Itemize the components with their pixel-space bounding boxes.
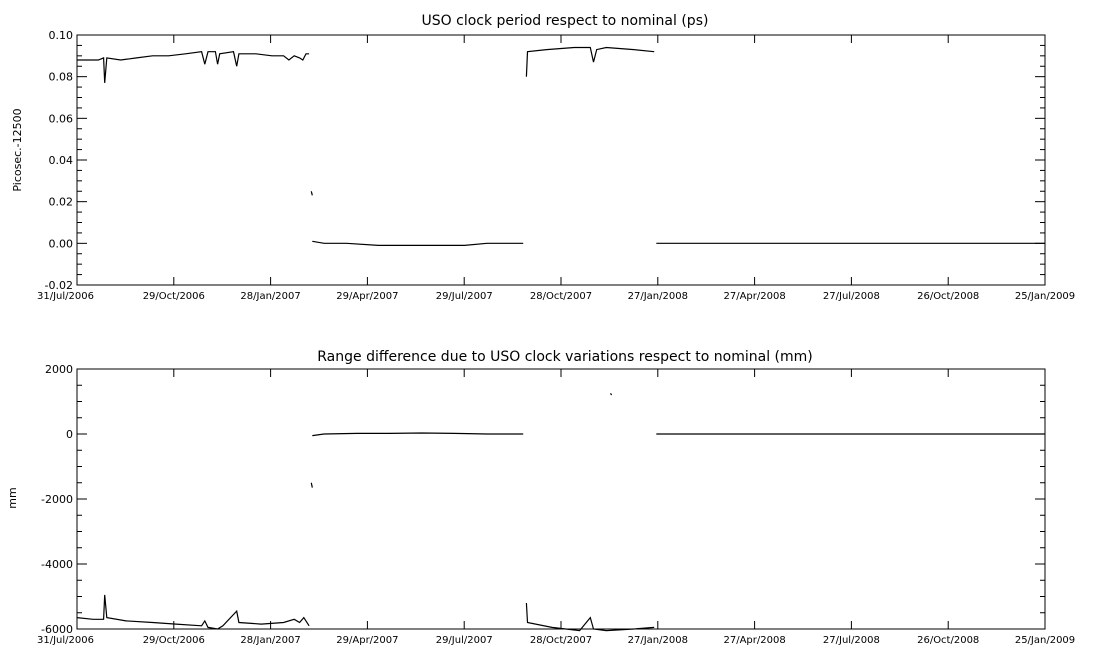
chart-2-series	[76, 393, 1045, 632]
chart-2-y-axis: -6000 -4000 -2000 0 2000	[41, 363, 1045, 636]
y-tick-label: 0.00	[49, 237, 74, 250]
x-tick-label: 31/Jul/2006	[37, 635, 94, 646]
series-line-segment	[312, 240, 524, 246]
y-tick-label: 2000	[45, 363, 73, 376]
x-tick-label: 27/Jan/2008	[628, 635, 688, 646]
series-line-segment	[525, 602, 655, 632]
x-tick-label: 27/Apr/2008	[723, 635, 785, 646]
chart-panel-2: Range difference due to USO clock variat…	[6, 349, 1075, 646]
x-tick-label: 28/Jan/2007	[240, 291, 300, 302]
x-tick-label: 26/Oct/2008	[917, 291, 979, 302]
series-line-segment	[310, 191, 313, 196]
x-tick-label: 25/Jan/2009	[1015, 635, 1075, 646]
x-tick-label: 27/Jul/2008	[823, 635, 880, 646]
series-line-segment	[77, 51, 310, 83]
x-tick-label: 29/Oct/2006	[143, 291, 205, 302]
series-line-segment	[525, 46, 655, 77]
chart-1-series	[77, 46, 1045, 246]
chart-2-ylabel: mm	[6, 487, 19, 508]
x-tick-label: 26/Oct/2008	[917, 635, 979, 646]
y-tick-label: 0	[66, 428, 73, 441]
chart-2-plot-frame	[76, 368, 1046, 630]
x-tick-label: 29/Oct/2006	[143, 635, 205, 646]
x-tick-label: 28/Jan/2007	[240, 635, 300, 646]
chart-1-title: USO clock period respect to nominal (ps)	[422, 13, 709, 29]
x-tick-label: 27/Jul/2008	[823, 291, 880, 302]
chart-2-title: Range difference due to USO clock variat…	[317, 349, 813, 365]
x-tick-label: 29/Apr/2007	[336, 291, 398, 302]
chart-1-y-axis: -0.02 0.00 0.02 0.04 0.06 0.08 0.10	[45, 29, 1045, 292]
x-tick-label: 27/Apr/2008	[723, 291, 785, 302]
series-line-segment	[610, 393, 613, 396]
x-tick-label: 29/Apr/2007	[336, 635, 398, 646]
y-tick-label: 0.02	[49, 196, 74, 209]
x-tick-label: 28/Oct/2007	[530, 635, 592, 646]
x-tick-label: 29/Jul/2007	[436, 635, 493, 646]
y-tick-label: 0.04	[49, 154, 74, 167]
chart-1-x-axis: 31/Jul/2006 29/Oct/2006 28/Jan/2007 29/Apr/…	[37, 35, 1075, 302]
chart-1-ylabel: Picosec.-12500	[11, 108, 24, 191]
y-tick-label: 0.08	[49, 71, 74, 84]
x-tick-label: 31/Jul/2006	[37, 291, 94, 302]
chart-2-x-axis: 31/Jul/2006 29/Oct/2006 28/Jan/2007 29/Apr/…	[37, 369, 1075, 646]
y-tick-label: -6000	[41, 623, 73, 636]
chart-1-plot-frame	[76, 34, 1046, 286]
series-line-segment	[312, 432, 524, 437]
x-tick-label: 28/Oct/2007	[530, 291, 592, 302]
series-line-segment	[310, 482, 313, 488]
y-tick-label: -0.02	[45, 279, 73, 292]
y-tick-label: -4000	[41, 558, 73, 571]
y-tick-label: -2000	[41, 493, 73, 506]
x-tick-label: 27/Jan/2008	[628, 291, 688, 302]
y-tick-label: 0.10	[49, 29, 74, 42]
x-tick-label: 25/Jan/2009	[1015, 291, 1075, 302]
chart-panel-1: USO clock period respect to nominal (ps)…	[11, 13, 1075, 302]
x-tick-label: 29/Jul/2007	[436, 291, 493, 302]
series-line-segment	[76, 594, 310, 630]
y-tick-label: 0.06	[49, 112, 74, 125]
